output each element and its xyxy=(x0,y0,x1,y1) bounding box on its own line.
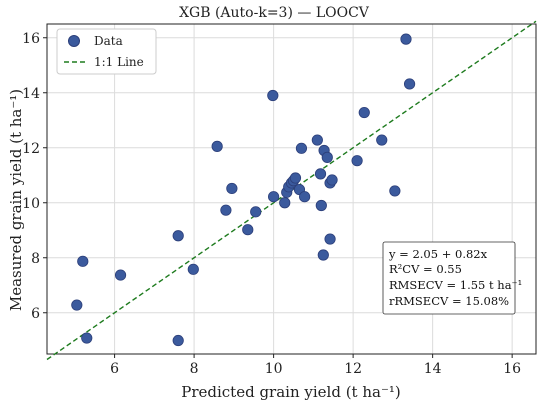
x-tick-label: 14 xyxy=(424,361,442,377)
data-point xyxy=(324,233,336,245)
data-point xyxy=(351,155,363,167)
legend-line-label: 1:1 Line xyxy=(94,55,144,69)
data-point xyxy=(267,89,279,102)
data-point xyxy=(279,197,291,209)
x-tick-label: 10 xyxy=(265,361,283,377)
data-point xyxy=(400,33,412,45)
stats-box xyxy=(382,241,516,315)
data-point xyxy=(295,142,308,154)
data-point xyxy=(172,230,184,242)
y-tick-label: 12 xyxy=(22,141,40,157)
data-point xyxy=(314,168,327,180)
stats-rrmse: rRMSECV = 15.08% xyxy=(389,294,509,308)
data-point xyxy=(242,224,254,236)
grid xyxy=(47,24,536,354)
data-point xyxy=(172,334,184,347)
plot-frame xyxy=(46,23,537,355)
x-tick-label: 16 xyxy=(503,361,521,377)
legend: Data 1:1 Line xyxy=(56,28,157,75)
data-point xyxy=(114,269,127,281)
x-tick-label: 8 xyxy=(190,361,199,377)
data-point xyxy=(311,134,323,146)
data-point xyxy=(71,299,83,311)
y-tick-label: 10 xyxy=(22,196,40,212)
data-point xyxy=(326,174,338,186)
data-points xyxy=(71,33,416,347)
data-point xyxy=(289,172,302,184)
data-point xyxy=(220,204,232,216)
data-point xyxy=(250,206,262,218)
stats-equation: y = 2.05 + 0.82x xyxy=(388,247,488,261)
y-tick-label: 14 xyxy=(22,86,40,102)
y-axis-ticks: 6 8 10 12 14 16 xyxy=(22,31,47,322)
x-axis-label: Predicted grain yield (t ha⁻¹) xyxy=(181,383,401,401)
legend-data-marker xyxy=(68,35,80,47)
legend-data-label: Data xyxy=(94,34,123,48)
data-point xyxy=(376,134,388,146)
data-point xyxy=(211,140,223,152)
data-point xyxy=(81,332,93,344)
data-point xyxy=(389,185,401,197)
x-tick-label: 12 xyxy=(344,361,362,377)
data-point xyxy=(317,249,329,261)
y-tick-label: 8 xyxy=(31,251,40,267)
stats-r2: R²CV = 0.55 xyxy=(389,262,462,276)
data-point xyxy=(358,106,370,119)
data-point xyxy=(315,199,327,212)
data-point xyxy=(268,191,280,203)
legend-box xyxy=(56,28,157,75)
data-point xyxy=(299,191,311,203)
x-axis-ticks: 6 8 10 12 14 16 xyxy=(110,354,521,377)
data-point xyxy=(77,255,89,267)
y-tick-label: 6 xyxy=(31,306,40,322)
y-tick-label: 16 xyxy=(22,31,40,47)
data-point xyxy=(226,182,238,195)
stats-annotation: y = 2.05 + 0.82x R²CV = 0.55 RMSECV = 1.… xyxy=(382,241,522,315)
x-tick-label: 6 xyxy=(110,361,119,377)
data-point xyxy=(321,151,333,163)
data-point xyxy=(187,263,199,275)
y-axis-label: Measured grain yield (t ha⁻¹) xyxy=(7,89,25,311)
data-point xyxy=(403,78,416,90)
stats-rmse: RMSECV = 1.55 t ha⁻¹ xyxy=(389,278,522,292)
chart-title: XGB (Auto-k=3) — LOOCV xyxy=(179,5,370,21)
